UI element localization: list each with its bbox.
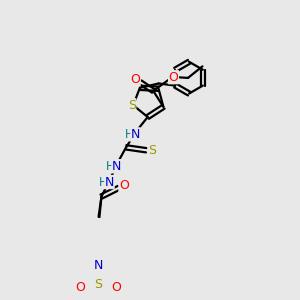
Text: S: S (148, 144, 156, 157)
Text: N: N (112, 160, 121, 173)
Text: O: O (169, 71, 178, 84)
Text: O: O (112, 281, 122, 294)
Text: H: H (106, 160, 115, 173)
Text: S: S (94, 278, 103, 291)
Text: O: O (119, 179, 129, 192)
Text: O: O (76, 281, 85, 294)
Text: H: H (98, 176, 107, 189)
Text: N: N (105, 176, 114, 189)
Text: N: N (94, 260, 103, 272)
Text: O: O (130, 73, 140, 86)
Text: S: S (128, 99, 136, 112)
Text: N: N (131, 128, 140, 141)
Text: H: H (124, 128, 133, 141)
